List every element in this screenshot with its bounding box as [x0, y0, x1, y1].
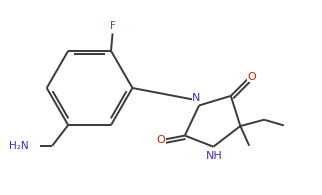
Text: O: O: [247, 72, 256, 82]
Text: F: F: [110, 21, 116, 31]
Text: NH: NH: [206, 151, 223, 161]
Text: O: O: [156, 135, 165, 145]
Text: N: N: [192, 93, 201, 104]
Text: H₂N: H₂N: [9, 141, 28, 151]
